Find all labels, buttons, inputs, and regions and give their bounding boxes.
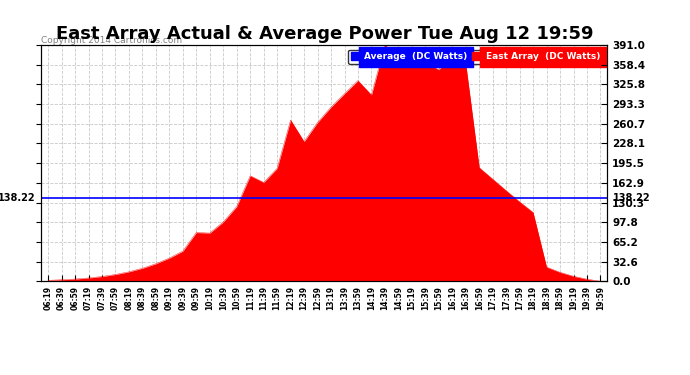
Text: Copyright 2014 Cartronics.com: Copyright 2014 Cartronics.com	[41, 36, 183, 45]
Legend: Average  (DC Watts), East Array  (DC Watts): Average (DC Watts), East Array (DC Watts…	[348, 50, 602, 64]
Text: 138.22: 138.22	[613, 193, 651, 203]
Text: 138.22: 138.22	[0, 193, 36, 203]
Title: East Array Actual & Average Power Tue Aug 12 19:59: East Array Actual & Average Power Tue Au…	[56, 26, 593, 44]
